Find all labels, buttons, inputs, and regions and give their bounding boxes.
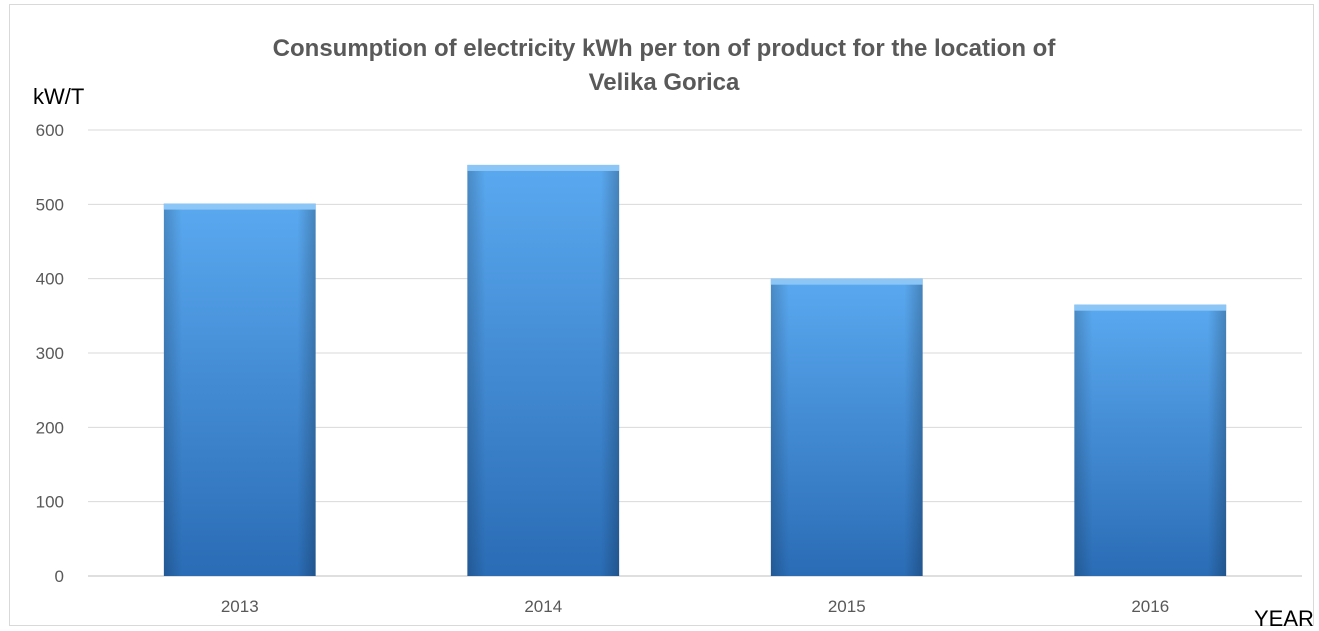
y-tick-label: 200 <box>36 418 64 437</box>
bar-2015 <box>770 278 923 576</box>
bar-shading <box>163 203 316 576</box>
x-tick-label: 2013 <box>221 597 259 616</box>
bar-highlight <box>163 203 316 210</box>
y-tick-label: 500 <box>36 195 64 214</box>
bar-2014 <box>467 164 620 577</box>
chart-title: Consumption of electricity kWh per ton o… <box>273 35 1057 62</box>
y-axis-ticks: 0 100 200 300 400 500 600 <box>36 121 64 586</box>
bar-2013 <box>163 203 316 576</box>
bars <box>163 164 1227 577</box>
y-tick-label: 400 <box>36 270 64 289</box>
x-axis-unit-label: YEAR <box>1254 606 1314 631</box>
y-tick-label: 0 <box>55 567 64 586</box>
y-tick-label: 600 <box>36 121 64 140</box>
bar-shading <box>1074 304 1227 576</box>
y-tick-label: 100 <box>36 493 64 512</box>
chart-title-line2: Velika Gorica <box>589 69 740 96</box>
bar-2016 <box>1074 304 1227 576</box>
bar-highlight <box>1074 304 1227 311</box>
x-axis-ticks: 2013 2014 2015 2016 <box>221 597 1169 616</box>
bar-highlight <box>467 164 620 171</box>
y-tick-label: 300 <box>36 344 64 363</box>
x-tick-label: 2014 <box>524 597 562 616</box>
y-axis-unit-label: kW/T <box>33 84 84 109</box>
bar-shading <box>467 164 620 577</box>
x-tick-label: 2016 <box>1131 597 1169 616</box>
bar-highlight <box>770 278 923 285</box>
x-tick-label: 2015 <box>828 597 866 616</box>
bar-shading <box>770 278 923 576</box>
